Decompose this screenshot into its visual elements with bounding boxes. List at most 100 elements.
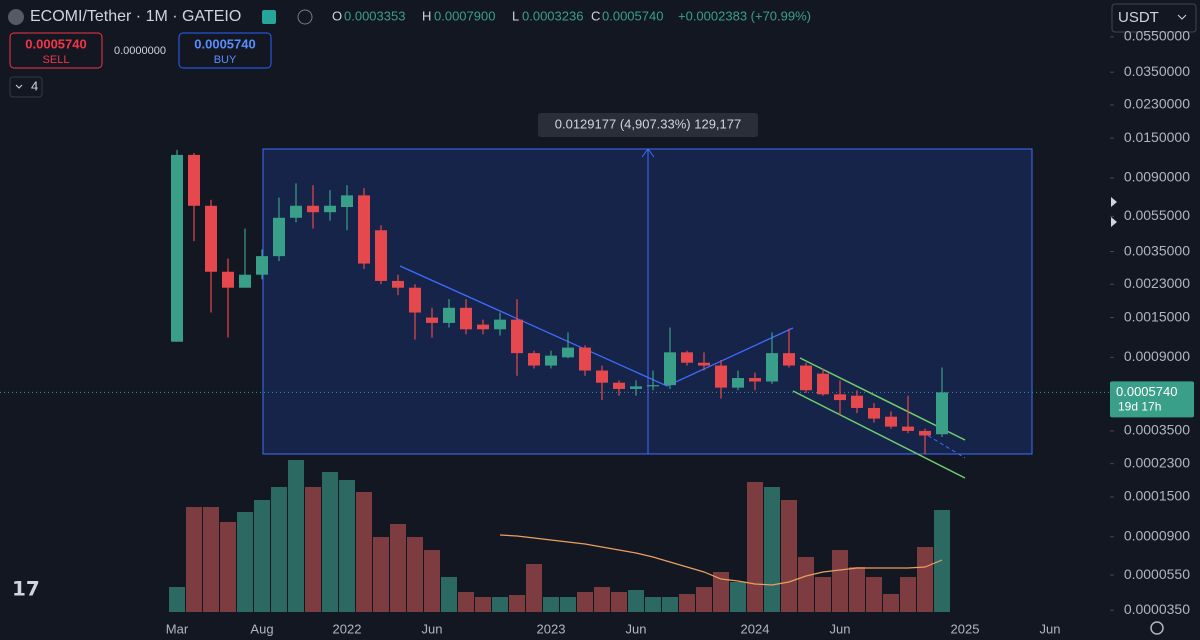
candle-body (783, 353, 795, 366)
volume-bar (934, 510, 950, 612)
volume-bar (237, 512, 253, 612)
flag-icon[interactable] (262, 10, 276, 24)
spread: 0.0000000 (114, 45, 166, 57)
x-tick-label: 2023 (537, 621, 566, 636)
buy-button[interactable] (178, 32, 272, 69)
candle-body (715, 365, 727, 388)
x-tick-label: Mar (166, 621, 189, 636)
volume-bar (254, 500, 270, 612)
x-tick-label: 2022 (333, 621, 362, 636)
settings-icon[interactable] (1150, 621, 1164, 635)
currency-select[interactable] (1111, 3, 1197, 33)
y-tick-label: 0.0023000 (1124, 275, 1190, 291)
eye-icon[interactable] (297, 9, 313, 25)
trendline (399, 265, 794, 387)
volume-bar (917, 547, 933, 612)
candle-body (409, 287, 421, 313)
candle-body (834, 394, 846, 401)
candle-body (562, 347, 574, 358)
symbol: ECOMI/Tether · 1M · GATEIO (30, 8, 241, 25)
marker (1111, 197, 1117, 207)
volume-bar (475, 597, 491, 612)
y-tick-label: 0.0550000 (1124, 28, 1190, 44)
logo: 𝟭𝟳 (12, 578, 40, 600)
x-tick-label: 2025 (951, 621, 980, 636)
y-tick-label: 0.0055000 (1124, 207, 1190, 223)
sell-button[interactable] (9, 32, 103, 69)
measure-arrowhead (641, 148, 655, 158)
candle-body (868, 407, 880, 419)
measure-label: 0.0129177 (4,907.33%) 129,177 (555, 116, 742, 131)
candle-body (239, 274, 251, 288)
volume-bar (713, 572, 729, 612)
x-tick-label: Aug (250, 621, 273, 636)
volume-bar (645, 597, 661, 612)
volume-bar (322, 472, 338, 612)
volume-bar (866, 577, 882, 612)
volume-bar (356, 492, 372, 612)
volume-bar (543, 597, 559, 612)
volume-bar (849, 567, 865, 612)
candle-body (426, 317, 438, 323)
volume-bar (815, 577, 831, 612)
volume-bar (611, 592, 627, 612)
y-tick-label: 0.0009000 (1124, 348, 1190, 364)
candle-body (664, 352, 676, 386)
candle-body (817, 373, 829, 395)
h-label: H (422, 8, 431, 23)
candle-body (205, 205, 217, 272)
indicators-count: 4 (31, 78, 38, 93)
y-tick-label: 0.0035000 (1124, 242, 1190, 258)
candle-body (528, 353, 540, 366)
candle-body (392, 280, 404, 288)
candle-body (290, 205, 302, 218)
indicators-toggle[interactable] (9, 76, 43, 98)
volume-bar (764, 487, 780, 612)
volume-bar (305, 487, 321, 612)
symbol-icon (8, 9, 24, 25)
volume-bar (458, 592, 474, 612)
candle-body (341, 195, 353, 208)
chevron (1177, 14, 1187, 20)
x-tick-label: Jun (626, 621, 647, 636)
sell-label: SELL (43, 54, 70, 66)
candle-body (460, 307, 472, 330)
candle-body (936, 392, 948, 435)
candle-body (171, 154, 183, 342)
candle-body (766, 353, 778, 382)
chevron (15, 84, 23, 89)
o-label: O (332, 8, 342, 23)
l-label: L (512, 8, 519, 23)
volume-bar (526, 564, 542, 612)
volume-bar (883, 594, 899, 612)
volume-bar (798, 557, 814, 612)
candle-body (324, 205, 336, 213)
volume-bar (900, 577, 916, 612)
candle-body (919, 430, 931, 436)
buy-label: BUY (214, 54, 237, 66)
candle-body (647, 385, 659, 387)
drawings (262, 113, 1033, 479)
candle-body (443, 307, 455, 323)
candle-body (851, 395, 863, 408)
volume-bar (696, 587, 712, 612)
currency: USDT (1118, 9, 1159, 26)
x-tick-label: 2024 (741, 621, 770, 636)
volume-bar (271, 487, 287, 612)
candle-body (630, 386, 642, 389)
y-tick-label: 0.0090000 (1124, 169, 1190, 185)
candle-body (375, 230, 387, 281)
channel-line (792, 390, 966, 479)
volume-bar (203, 507, 219, 612)
x-tick-label: Jun (830, 621, 851, 636)
volume-bar (288, 460, 304, 612)
y-tick-label: 0.0000550 (1124, 566, 1190, 582)
candle-body (358, 195, 370, 264)
y-tick-label: 0.0015000 (1124, 308, 1190, 324)
candle-body (732, 378, 744, 388)
c-label: C (591, 8, 600, 23)
volume-bar (747, 482, 763, 612)
candle-body (749, 378, 761, 382)
last-price-label: 0.0005740 (1116, 384, 1177, 399)
